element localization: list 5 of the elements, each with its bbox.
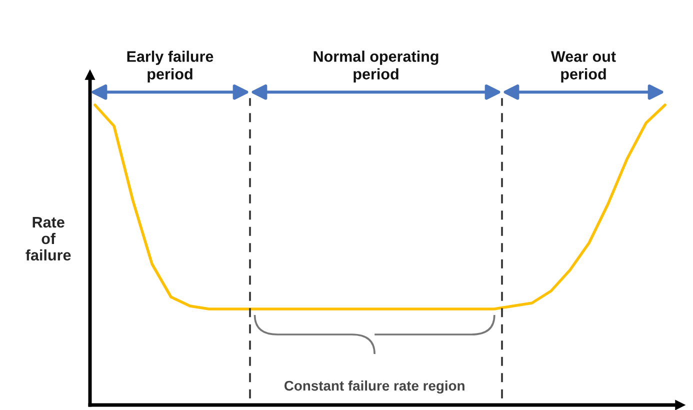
text: Wear out period bbox=[550, 51, 616, 82]
annotation: Constant failure rate region bbox=[284, 380, 464, 394]
text: Early failure period bbox=[127, 50, 214, 82]
y-axis-title: Rate of failure bbox=[26, 216, 71, 261]
text: Normal operating period bbox=[314, 50, 438, 82]
